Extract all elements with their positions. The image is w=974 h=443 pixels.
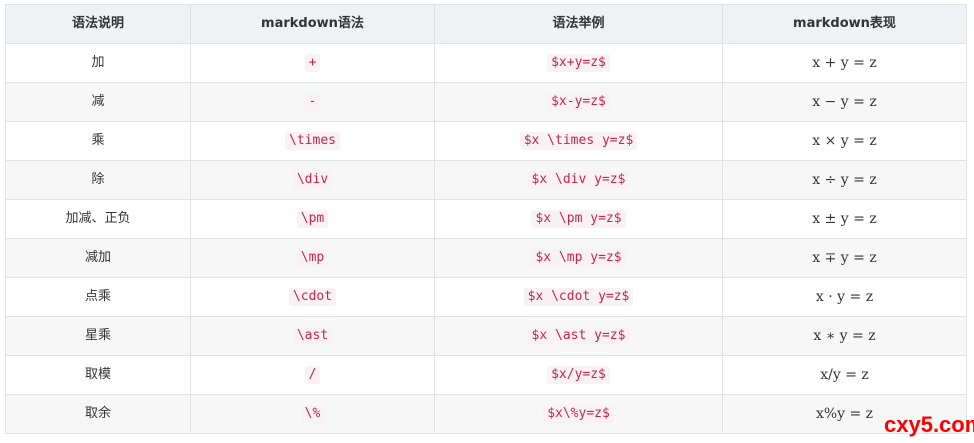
description-cell: 乘: [5, 121, 191, 161]
render-cell: x × y = z: [722, 121, 967, 161]
table-row: 减加 \mp $x \mp y=z$ x ∓ y = z: [5, 238, 967, 278]
example-cell: $x \ast y=z$: [434, 316, 723, 356]
syntax-code: \ast: [292, 327, 333, 345]
description-text: 星乘: [84, 328, 111, 343]
syntax-cell: +: [190, 43, 435, 83]
render-cell: x · y = z: [722, 277, 967, 317]
header-markdown-syntax: markdown语法: [190, 4, 435, 44]
example-code: $x \ast y=z$: [527, 327, 630, 345]
render-cell: x/y = z: [722, 355, 967, 395]
syntax-code: \%: [300, 405, 325, 423]
render-cell: x%y = z: [722, 394, 967, 434]
render-cell: x ÷ y = z: [722, 160, 967, 200]
example-code: $x\%y=z$: [543, 405, 614, 423]
syntax-code: \mp: [296, 249, 329, 267]
table-row: 取余 \% $x\%y=z$ x%y = z: [5, 394, 967, 434]
example-code: $x \cdot y=z$: [523, 288, 634, 306]
render-cell: x ∓ y = z: [722, 238, 967, 278]
description-text: 除: [91, 172, 105, 187]
table-row: 星乘 \ast $x \ast y=z$ x ∗ y = z: [5, 316, 967, 356]
description-cell: 除: [5, 160, 191, 200]
description-text: 加: [91, 55, 105, 70]
math-render: x − y = z: [812, 93, 877, 110]
table-row: 点乘 \cdot $x \cdot y=z$ x · y = z: [5, 277, 967, 317]
table-header-row: 语法说明 markdown语法 语法举例 markdown表现: [5, 4, 967, 44]
table-row: 减 - $x-y=z$ x − y = z: [5, 82, 967, 122]
syntax-code: \pm: [296, 210, 329, 228]
table-row: 取模 / $x/y=z$ x/y = z: [5, 355, 967, 395]
math-render: x + y = z: [812, 54, 877, 71]
math-render: x ± y = z: [812, 210, 877, 227]
example-cell: $x \cdot y=z$: [434, 277, 723, 317]
description-cell: 加: [5, 43, 191, 83]
example-code: $x-y=z$: [547, 93, 610, 111]
syntax-cell: \pm: [190, 199, 435, 239]
syntax-code: \div: [292, 171, 333, 189]
example-code: $x \times y=z$: [519, 132, 638, 150]
example-cell: $x\%y=z$: [434, 394, 723, 434]
render-cell: x ∗ y = z: [722, 316, 967, 356]
syntax-cell: \%: [190, 394, 435, 434]
description-cell: 取余: [5, 394, 191, 434]
syntax-code: -: [304, 93, 321, 111]
example-cell: $x \pm y=z$: [434, 199, 723, 239]
header-description: 语法说明: [5, 4, 191, 44]
description-text: 乘: [91, 133, 105, 148]
math-render: x/y = z: [820, 366, 869, 383]
description-text: 取余: [84, 406, 111, 421]
syntax-code: /: [304, 366, 321, 384]
table-row: 加减、正负 \pm $x \pm y=z$ x ± y = z: [5, 199, 967, 239]
example-code: $x+y=z$: [547, 54, 610, 72]
description-text: 取模: [84, 367, 111, 382]
description-text: 加减、正负: [65, 211, 131, 226]
math-render: x ∗ y = z: [813, 327, 876, 344]
syntax-table: 语法说明 markdown语法 语法举例 markdown表现 加 + $x+y…: [5, 4, 967, 434]
example-code: $x \div y=z$: [527, 171, 630, 189]
syntax-code: +: [304, 54, 321, 72]
example-cell: $x/y=z$: [434, 355, 723, 395]
description-text: 减加: [84, 250, 111, 265]
math-render: x × y = z: [812, 132, 877, 149]
header-example: 语法举例: [434, 4, 723, 44]
syntax-cell: \mp: [190, 238, 435, 278]
render-cell: x ± y = z: [722, 199, 967, 239]
syntax-cell: \cdot: [190, 277, 435, 317]
render-cell: x + y = z: [722, 43, 967, 83]
syntax-cell: \times: [190, 121, 435, 161]
syntax-cell: \div: [190, 160, 435, 200]
math-render: x ÷ y = z: [812, 171, 877, 188]
example-cell: $x \times y=z$: [434, 121, 723, 161]
description-cell: 加减、正负: [5, 199, 191, 239]
syntax-cell: \ast: [190, 316, 435, 356]
description-cell: 减: [5, 82, 191, 122]
example-cell: $x-y=z$: [434, 82, 723, 122]
description-cell: 减加: [5, 238, 191, 278]
example-code: $x \pm y=z$: [531, 210, 626, 228]
example-cell: $x \mp y=z$: [434, 238, 723, 278]
table-row: 除 \div $x \div y=z$ x ÷ y = z: [5, 160, 967, 200]
table-row: 加 + $x+y=z$ x + y = z: [5, 43, 967, 83]
watermark-logo: cxy5.com: [884, 412, 974, 437]
description-text: 点乘: [84, 289, 111, 304]
syntax-cell: /: [190, 355, 435, 395]
description-cell: 取模: [5, 355, 191, 395]
description-cell: 点乘: [5, 277, 191, 317]
example-code: $x \mp y=z$: [531, 249, 626, 267]
description-text: 减: [91, 94, 105, 109]
table-row: 乘 \times $x \times y=z$ x × y = z: [5, 121, 967, 161]
syntax-cell: -: [190, 82, 435, 122]
math-render: x ∓ y = z: [812, 249, 877, 266]
description-cell: 星乘: [5, 316, 191, 356]
example-cell: $x+y=z$: [434, 43, 723, 83]
math-render: x%y = z: [815, 405, 874, 422]
header-rendering: markdown表现: [722, 4, 967, 44]
syntax-code: \times: [285, 132, 340, 150]
syntax-code: \cdot: [288, 288, 337, 306]
example-code: $x/y=z$: [547, 366, 610, 384]
render-cell: x − y = z: [722, 82, 967, 122]
math-render: x · y = z: [815, 288, 874, 305]
example-cell: $x \div y=z$: [434, 160, 723, 200]
